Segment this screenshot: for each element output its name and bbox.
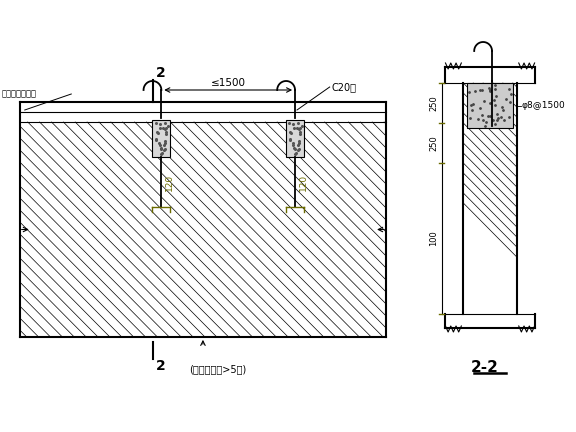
Text: C20桃: C20桃 [332,82,357,92]
Text: 250: 250 [430,95,438,111]
Text: (用于墙长跨>5米): (用于墙长跨>5米) [189,364,247,374]
Bar [286,120,304,157]
Text: φ8@1500: φ8@1500 [522,101,566,110]
Text: ≤1500: ≤1500 [211,78,246,88]
Text: 2-2: 2-2 [471,360,499,375]
Text: 120: 120 [299,173,308,191]
Text: 2: 2 [156,359,165,373]
Text: 250: 250 [430,135,438,151]
Bar [153,120,170,157]
Text: 120: 120 [165,173,175,191]
Text: 2: 2 [156,66,165,80]
Bar [467,83,513,128]
Text: 墙顶按左图顶砌: 墙顶按左图顶砌 [2,89,37,98]
Text: 100: 100 [430,231,438,246]
